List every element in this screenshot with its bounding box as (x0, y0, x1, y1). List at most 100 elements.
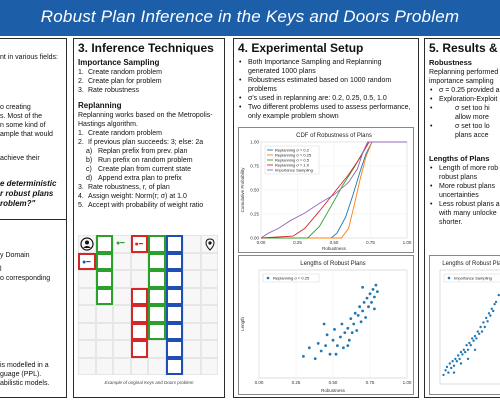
scatter-point (302, 355, 305, 358)
y-tick-label: 0.75 (250, 164, 259, 169)
grid-cell (148, 270, 166, 288)
list-item: 5. Accept with probability of weight rati… (78, 202, 204, 209)
scatter-point (361, 285, 364, 289)
is-length-scatter-chart: Lengths of Robust Plans Importance Sampli… (439, 261, 500, 385)
scatter-point (473, 334, 477, 338)
scatter-point (325, 333, 329, 337)
grid-cell (165, 322, 183, 340)
list-item: 2. Create plan for problem (78, 78, 162, 85)
grid-cell (200, 305, 218, 323)
keys-doors-grid-figure: ●━ ●━ ●━ (78, 235, 224, 375)
grid-cell (130, 252, 148, 270)
scatter-point (444, 369, 447, 372)
intro-text-fragment: l (0, 266, 2, 273)
scatter-point (469, 344, 472, 347)
scatter-point (365, 296, 369, 300)
legend-label: Replanning σ = 1.0 (275, 163, 310, 168)
scatter-point (374, 283, 378, 287)
scatter-point (465, 344, 468, 347)
grid-cell (130, 305, 148, 323)
plot-area (439, 269, 500, 385)
grid-cell (200, 287, 218, 305)
poster-title: Robust Plan Inference in the Keys and Do… (40, 7, 460, 26)
legend (264, 145, 320, 175)
goal-location-icon (200, 235, 218, 253)
legend-label: Replanning σ = 0.25 (273, 276, 310, 281)
scatter-point (349, 317, 353, 320)
scatter-point (492, 309, 495, 313)
y-tick-label: 1.00 (250, 140, 259, 145)
grid-cell (113, 340, 131, 358)
y-tick-label: 0.25 (250, 212, 259, 217)
grid-cell (130, 270, 148, 288)
y-tick-label: 0.00 (250, 236, 259, 241)
grid-cell (148, 340, 166, 358)
scatter-point (490, 307, 493, 310)
grid-cell (113, 322, 131, 340)
x-tick-label: 1.00 (403, 240, 412, 245)
list-item: More robust plans (425, 182, 500, 191)
grid-cell (200, 252, 218, 270)
scatter-point (489, 314, 492, 317)
grid-cell (183, 235, 201, 253)
scatter-point (476, 330, 479, 333)
scatter-point (346, 344, 350, 347)
replanning-heading: Replanning (78, 101, 122, 110)
grid-cell (130, 322, 148, 340)
y-tick-label: 0.50 (250, 188, 259, 193)
scatter-point (461, 353, 464, 356)
grid-cell (78, 340, 96, 358)
x-tick-label: 1.00 (403, 380, 412, 385)
grid-cell (148, 305, 166, 323)
series-line (261, 141, 407, 239)
section-title: 3. Inference Techniques (78, 41, 214, 55)
grid-cell (113, 357, 131, 375)
research-question-fragment: roblem?" (0, 199, 36, 208)
scatter-point (479, 325, 482, 329)
scatter-point (359, 320, 363, 324)
scatter-point (361, 309, 364, 313)
scatter-point (483, 325, 486, 329)
scatter-point (313, 357, 317, 360)
lengths-heading: Lengths of Plans (429, 154, 490, 163)
grid-cell (183, 287, 201, 305)
section-title: 4. Experimental Setup (238, 41, 364, 55)
legend-label: Importance Sampling (275, 168, 313, 173)
grid-cell (165, 305, 183, 323)
grid-cell (183, 270, 201, 288)
list-item: Two different problems used to assess pe… (234, 103, 414, 121)
x-tick-label: 0.50 (329, 380, 338, 385)
grid-cell (113, 252, 131, 270)
grid-cell (95, 235, 113, 253)
results-text: allow more (455, 114, 489, 121)
scatter-point (322, 322, 326, 326)
grid-cell (78, 322, 96, 340)
chart-title: Lengths of Robust Plans (300, 261, 365, 267)
grid-cell (165, 287, 183, 305)
scatter-point (328, 352, 332, 356)
scatter-point (347, 338, 351, 342)
scatter-point (333, 328, 336, 331)
legend-swatch (266, 276, 270, 280)
list-item: b) Run prefix on random problem (86, 157, 193, 164)
grid-cell (165, 270, 183, 288)
grid-cell (95, 305, 113, 323)
grid-cell (183, 252, 201, 270)
green-key-icon: ●━ (113, 235, 131, 253)
scatter-point (459, 362, 463, 365)
grid-cell (78, 270, 96, 288)
y-axis-label: Length (240, 317, 245, 331)
list-item: Less robust plans a (425, 200, 500, 209)
grid-cell (165, 357, 183, 375)
intro-text-fragment: is modelled in a (0, 362, 49, 369)
grid-cell (130, 357, 148, 375)
list-item: 4. Assign weight: Norm(r; σ) at 1.0 (78, 193, 187, 200)
grid-cell (113, 287, 131, 305)
legend (262, 273, 320, 283)
research-question-fragment: r robust plans (0, 189, 54, 198)
chart-title: Lengths of Robust Plans (442, 261, 500, 267)
list-item: 1. Create random problem (78, 130, 162, 137)
grid-cell (200, 270, 218, 288)
list-item: 1. Create random problem (78, 69, 162, 76)
agent-icon (78, 235, 96, 253)
